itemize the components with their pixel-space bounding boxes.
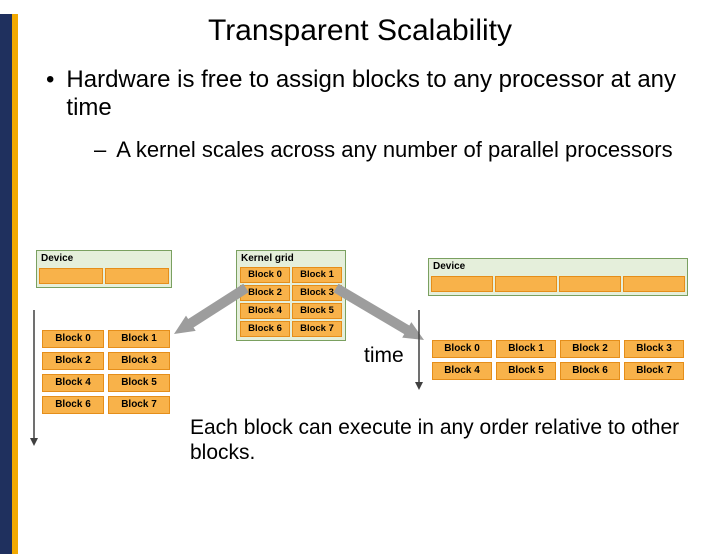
bullet-level-2: – A kernel scales across any number of p…	[94, 137, 720, 163]
kernel-grid-box: Kernel grid Block 0Block 1Block 2Block 3…	[236, 250, 346, 341]
kernel-block: Block 7	[292, 321, 342, 337]
bullet-1-text: Hardware is free to assign blocks to any…	[66, 66, 720, 123]
kernel-block: Block 5	[292, 303, 342, 319]
bullet-dot: •	[46, 66, 54, 123]
exec-block: Block 1	[496, 340, 556, 358]
diagram-area: Device Kernel grid Block 0Block 1Block 2…	[0, 250, 720, 550]
kernel-block: Block 4	[240, 303, 290, 319]
exec-block: Block 5	[108, 374, 170, 392]
kernel-grid: Block 0Block 1Block 2Block 3Block 4Block…	[237, 267, 345, 340]
exec-block: Block 2	[42, 352, 104, 370]
execution-grid-left: Block 0Block 1Block 2Block 3Block 4Block…	[42, 330, 170, 414]
processor-slot	[431, 276, 493, 292]
exec-block: Block 6	[42, 396, 104, 414]
device-box-left: Device	[36, 250, 172, 288]
bullet-level-1: • Hardware is free to assign blocks to a…	[46, 66, 720, 123]
bullet-dash: –	[94, 137, 106, 163]
processor-row	[37, 268, 171, 287]
time-label: time	[364, 344, 404, 368]
kernel-block: Block 1	[292, 267, 342, 283]
slide-title: Transparent Scalability	[0, 14, 720, 48]
exec-block: Block 0	[42, 330, 104, 348]
processor-slot	[495, 276, 557, 292]
execution-grid-right: Block 0Block 1Block 2Block 3Block 4Block…	[432, 340, 684, 380]
exec-block: Block 2	[560, 340, 620, 358]
exec-block: Block 4	[432, 362, 492, 380]
kernel-block: Block 6	[240, 321, 290, 337]
exec-block: Block 5	[496, 362, 556, 380]
exec-block: Block 3	[624, 340, 684, 358]
device-label: Device	[37, 251, 171, 268]
device-label: Device	[429, 259, 687, 276]
kernel-label: Kernel grid	[237, 251, 345, 267]
kernel-block: Block 0	[240, 267, 290, 283]
exec-block: Block 3	[108, 352, 170, 370]
bullet-content: • Hardware is free to assign blocks to a…	[46, 66, 720, 163]
exec-block: Block 4	[42, 374, 104, 392]
bottom-text: Each block can execute in any order rela…	[190, 416, 690, 466]
exec-block: Block 6	[560, 362, 620, 380]
processor-row	[429, 276, 687, 295]
processor-slot	[39, 268, 103, 284]
exec-block: Block 1	[108, 330, 170, 348]
bullet-2-text: A kernel scales across any number of par…	[116, 137, 672, 163]
exec-block: Block 0	[432, 340, 492, 358]
exec-block: Block 7	[624, 362, 684, 380]
kernel-block: Block 2	[240, 285, 290, 301]
device-box-right: Device	[428, 258, 688, 296]
processor-slot	[105, 268, 169, 284]
processor-slot	[623, 276, 685, 292]
exec-block: Block 7	[108, 396, 170, 414]
kernel-block: Block 3	[292, 285, 342, 301]
processor-slot	[559, 276, 621, 292]
